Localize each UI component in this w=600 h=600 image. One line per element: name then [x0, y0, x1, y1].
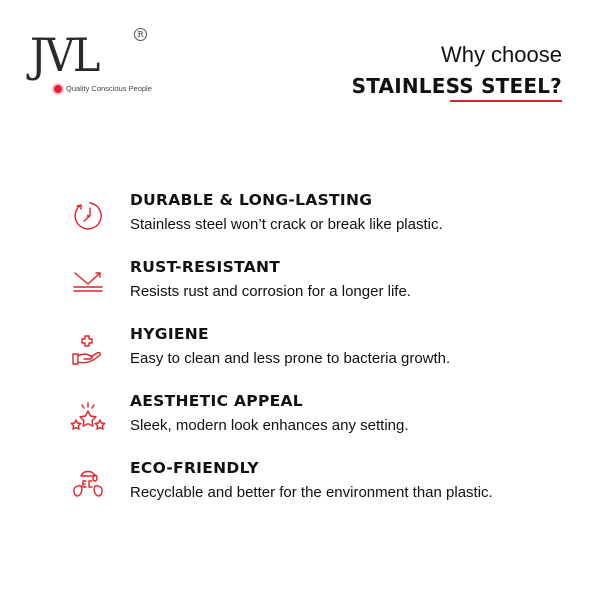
feature-title: AESTHETIC APPEAL [130, 392, 303, 410]
logo-tagline: Quality Conscious People [54, 84, 152, 94]
target-dot-icon [54, 85, 62, 93]
feature-desc: Stainless steel won’t crack or break lik… [130, 216, 443, 233]
page-heading: Why choose STAINLESS STEEL? [352, 42, 562, 98]
feature-title: HYGIENE [130, 325, 209, 343]
heading-underline [450, 100, 562, 102]
heading-line2: STAINLESS STEEL? [351, 74, 562, 98]
brand-logo: JVL R Quality Conscious People [24, 28, 214, 103]
feature-title: ECO-FRIENDLY [130, 459, 259, 477]
feature-desc: Sleek, modern look enhances any setting. [130, 417, 409, 434]
logo-letters: JVL [30, 28, 100, 82]
feature-desc: Resists rust and corrosion for a longer … [130, 283, 411, 300]
feature-title: DURABLE & LONG-LASTING [130, 191, 373, 209]
hygiene-hand-icon [72, 335, 101, 365]
eco-leaves-icon [73, 470, 103, 497]
heading-line1: Why choose [440, 42, 562, 67]
tagline-text: Quality Conscious People [66, 84, 152, 93]
feature-item: HYGIENE Easy to clean and less prone to … [60, 324, 580, 384]
clock-icon [74, 202, 102, 230]
feature-item: AESTHETIC APPEAL Sleek, modern look enha… [60, 391, 580, 451]
feature-item: ECO-FRIENDLY Recyclable and better for t… [60, 458, 580, 518]
feature-title: RUST-RESISTANT [130, 258, 281, 276]
registered-mark: R [134, 28, 147, 41]
feature-item: DURABLE & LONG-LASTING Stainless steel w… [60, 190, 580, 250]
feature-desc: Recyclable and better for the environmen… [130, 484, 493, 501]
rust-resistant-icon [73, 272, 103, 292]
feature-item: RUST-RESISTANT Resists rust and corrosio… [60, 257, 580, 317]
stars-icon [70, 402, 106, 430]
feature-desc: Easy to clean and less prone to bacteria… [130, 350, 451, 367]
